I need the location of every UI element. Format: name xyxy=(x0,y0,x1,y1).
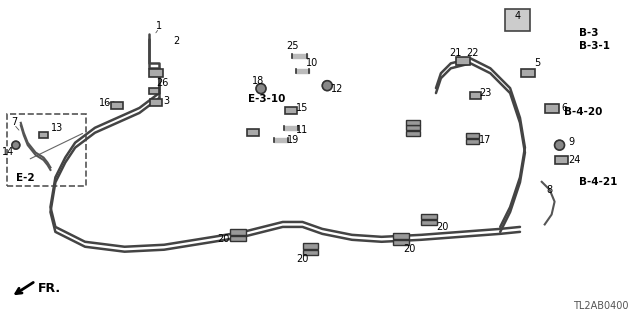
Text: B-3-1: B-3-1 xyxy=(579,41,611,51)
Bar xyxy=(149,88,159,93)
Circle shape xyxy=(256,84,266,93)
Text: 19: 19 xyxy=(287,135,299,145)
Bar xyxy=(230,229,246,235)
Circle shape xyxy=(555,140,564,150)
Text: 17: 17 xyxy=(479,135,492,145)
Bar xyxy=(545,104,559,113)
Bar xyxy=(406,120,420,124)
Text: 20: 20 xyxy=(436,222,449,232)
Text: 10: 10 xyxy=(307,58,319,68)
Text: 20: 20 xyxy=(403,244,415,254)
Text: 20: 20 xyxy=(296,254,308,264)
Bar xyxy=(38,132,49,138)
Bar xyxy=(466,139,479,144)
Text: 23: 23 xyxy=(479,88,492,98)
Text: 26: 26 xyxy=(156,78,168,88)
Bar xyxy=(470,92,481,99)
Bar xyxy=(230,236,246,241)
Text: 24: 24 xyxy=(568,155,580,165)
Text: 13: 13 xyxy=(51,123,63,133)
Bar xyxy=(406,125,420,130)
Circle shape xyxy=(323,81,332,91)
Text: 11: 11 xyxy=(296,125,308,135)
Text: 16: 16 xyxy=(99,98,111,108)
Text: B-4-20: B-4-20 xyxy=(564,108,603,117)
Text: FR.: FR. xyxy=(38,282,61,295)
Text: 14: 14 xyxy=(2,147,14,157)
Text: B-4-21: B-4-21 xyxy=(579,177,618,187)
Text: 1: 1 xyxy=(156,21,163,31)
Bar xyxy=(149,68,163,77)
Bar xyxy=(150,99,162,106)
Bar xyxy=(394,233,409,239)
Text: 7: 7 xyxy=(11,117,17,127)
Text: 18: 18 xyxy=(252,76,264,86)
Circle shape xyxy=(12,141,20,149)
Bar xyxy=(456,57,470,65)
Bar xyxy=(303,250,318,255)
Text: 8: 8 xyxy=(547,185,553,195)
Bar xyxy=(466,133,479,138)
Text: TL2AB0400: TL2AB0400 xyxy=(573,301,628,311)
Text: 25: 25 xyxy=(286,41,299,51)
Text: 12: 12 xyxy=(331,84,343,94)
Bar xyxy=(421,213,437,219)
Bar xyxy=(247,129,259,136)
Bar xyxy=(505,9,530,31)
Bar xyxy=(394,240,409,245)
Text: 21: 21 xyxy=(449,48,462,58)
Text: B-3: B-3 xyxy=(579,28,599,38)
Bar xyxy=(421,220,437,225)
Text: 2: 2 xyxy=(173,36,179,46)
Bar xyxy=(285,107,296,114)
Text: 9: 9 xyxy=(568,137,575,147)
Text: 20: 20 xyxy=(217,234,230,244)
Text: E-3-10: E-3-10 xyxy=(248,93,285,104)
Bar xyxy=(555,156,568,164)
Bar xyxy=(111,102,123,109)
Bar xyxy=(406,131,420,136)
Text: 4: 4 xyxy=(515,11,521,21)
Text: 22: 22 xyxy=(467,48,479,58)
Text: 5: 5 xyxy=(534,58,541,68)
Bar xyxy=(521,68,535,77)
Text: E-2: E-2 xyxy=(16,173,35,183)
Text: 15: 15 xyxy=(296,103,308,114)
Text: 6: 6 xyxy=(561,103,568,114)
Bar xyxy=(303,243,318,249)
Text: 3: 3 xyxy=(163,96,169,106)
